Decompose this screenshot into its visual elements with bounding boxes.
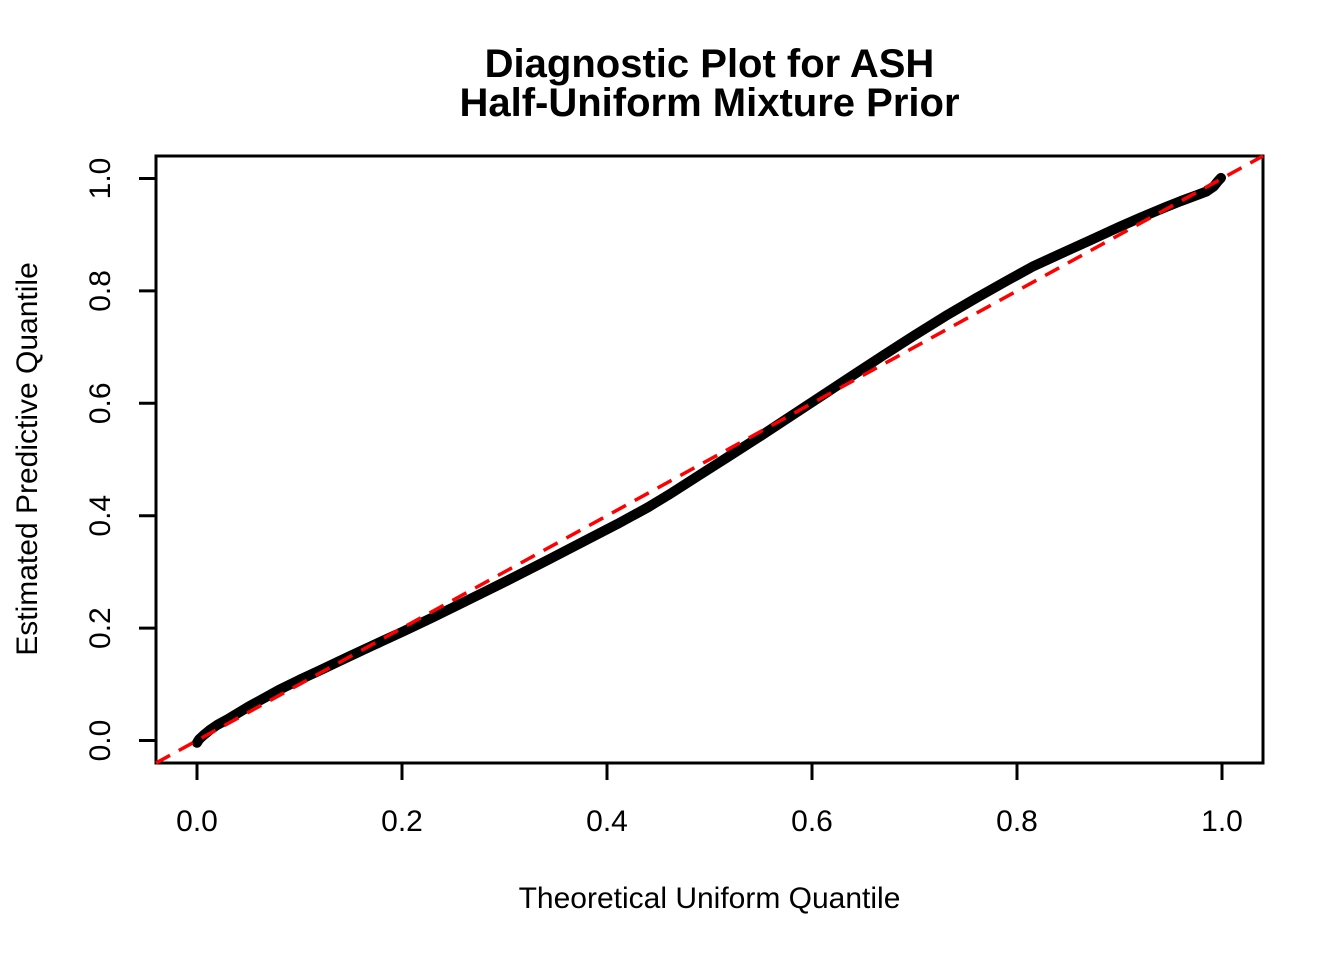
- x-axis-tick-label: 0.0: [176, 805, 218, 838]
- x-axis-tick-label: 0.6: [791, 805, 833, 838]
- plot-title-line2: Half-Uniform Mixture Prior: [459, 81, 960, 125]
- x-axis-tick-label: 0.2: [381, 805, 423, 838]
- y-axis-tick-label: 0.0: [84, 720, 117, 762]
- x-axis-title: Theoretical Uniform Quantile: [518, 882, 901, 915]
- x-axis-tick-label: 1.0: [1201, 805, 1243, 838]
- y-axis-tick-label: 0.6: [84, 382, 117, 424]
- reference-diagonal-line: [155, 154, 1264, 765]
- data-curve: [192, 172, 1226, 748]
- y-axis-title: Estimated Predictive Quantile: [11, 262, 44, 656]
- plot-box: [154, 154, 1265, 765]
- y-axis-tick-label: 0.8: [84, 270, 117, 312]
- plot-title-line1: Diagnostic Plot for ASH: [484, 42, 935, 86]
- plot-title: Diagnostic Plot for ASH Half-Uniform Mix…: [156, 42, 1263, 125]
- y-axis-tick-label: 0.2: [84, 607, 117, 649]
- x-axis-tick-label: 0.8: [996, 805, 1038, 838]
- y-axis-tick-label: 0.4: [84, 495, 117, 537]
- y-axis-tick-label: 1.0: [84, 158, 117, 200]
- x-axis-tick-label: 0.4: [586, 805, 628, 838]
